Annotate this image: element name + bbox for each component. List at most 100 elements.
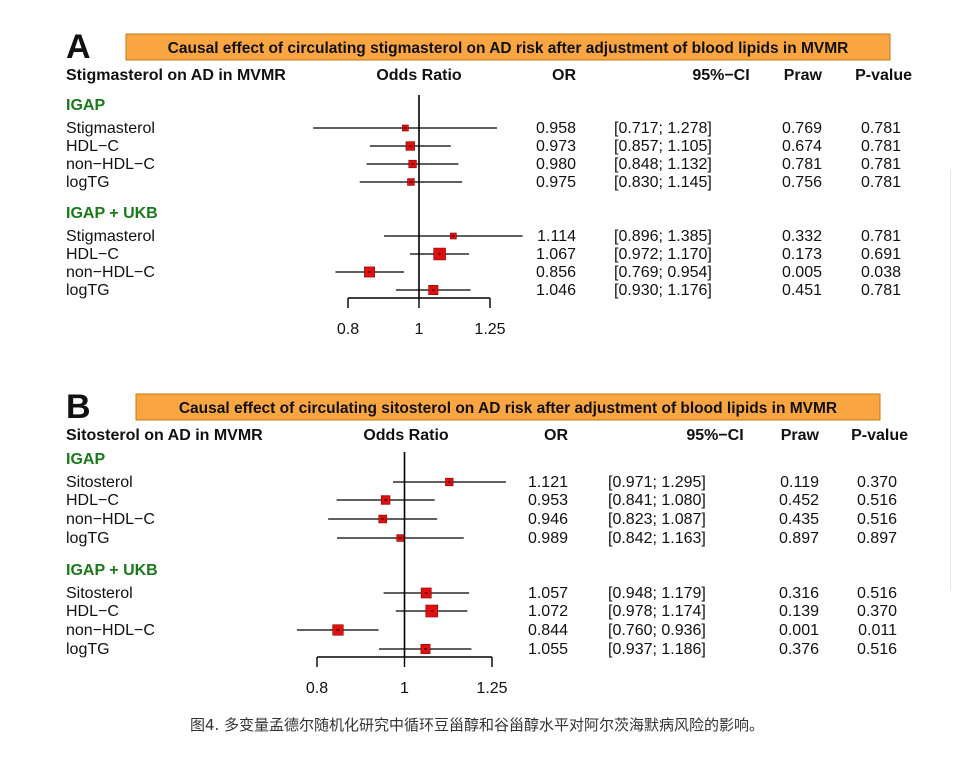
ci-value: [0.972; 1.170] — [614, 246, 712, 263]
panel-letter: A — [66, 28, 91, 66]
header-label: Sitosterol on AD in MVMR — [66, 427, 263, 444]
or-value: 1.072 — [528, 603, 568, 620]
ci-value: [0.848; 1.132] — [614, 156, 712, 173]
group-heading: IGAP + UKB — [66, 205, 158, 222]
or-value: 0.989 — [528, 530, 568, 547]
ci-value: [0.760; 0.936] — [608, 622, 706, 639]
header-pvalue: P-value — [855, 67, 912, 84]
praw-value: 0.781 — [782, 156, 822, 173]
or-value: 0.973 — [536, 138, 576, 155]
panel-a: A Causal effect of circulating stigmaster… — [66, 28, 912, 338]
pvalue-value: 0.516 — [857, 641, 897, 658]
row-label: logTG — [66, 530, 110, 547]
pvalue-value: 0.781 — [861, 282, 901, 299]
or-value: 0.953 — [528, 492, 568, 509]
table-row: Sitosterol 1.057 [0.948; 1.179] 0.316 0.516 — [66, 585, 897, 602]
or-value: 0.975 — [536, 174, 576, 191]
row-label: logTG — [66, 282, 110, 299]
row-label: non−HDL−C — [66, 264, 155, 281]
praw-value: 0.005 — [782, 264, 822, 281]
or-value: 1.046 — [536, 282, 576, 299]
panel-b: B Causal effect of circulating sitosterol… — [66, 388, 908, 697]
table-row: Sitosterol 1.121 [0.971; 1.295] 0.119 0.370 — [66, 474, 897, 491]
or-value: 0.958 — [536, 120, 576, 137]
table-row: HDL−C 1.072 [0.978; 1.174] 0.139 0.370 — [66, 603, 897, 620]
or-value: 0.844 — [528, 622, 568, 639]
group-heading: IGAP + UKB — [66, 562, 158, 579]
ci-value: [0.830; 1.145] — [614, 174, 712, 191]
or-value: 1.067 — [536, 246, 576, 263]
header-pvalue: P-value — [851, 427, 908, 444]
header-or: OR — [552, 67, 576, 84]
table-row: HDL−C 0.953 [0.841; 1.080] 0.452 0.516 — [66, 492, 897, 509]
ci-value: [0.948; 1.179] — [608, 585, 706, 602]
row-label: HDL−C — [66, 603, 119, 620]
praw-value: 0.376 — [779, 641, 819, 658]
praw-value: 0.119 — [780, 474, 819, 491]
page-edge-divider — [950, 170, 951, 590]
x-tick-label: 1.25 — [474, 321, 505, 338]
table-row: Stigmasterol 0.958 [0.717; 1.278] 0.769 0.78… — [66, 120, 901, 137]
praw-value: 0.435 — [779, 511, 819, 528]
x-tick-label: 0.8 — [337, 321, 359, 338]
praw-value: 0.001 — [779, 622, 819, 639]
praw-value: 0.139 — [779, 603, 819, 620]
row-label: HDL−C — [66, 138, 119, 155]
row-label: non−HDL−C — [66, 156, 155, 173]
row-label: Stigmasterol — [66, 120, 155, 137]
row-label: logTG — [66, 174, 110, 191]
panel-title: Causal effect of circulating sitosterol … — [179, 400, 837, 417]
table-row: logTG 0.975 [0.830; 1.145] 0.756 0.781 — [66, 174, 901, 191]
table-row: non−HDL−C 0.980 [0.848; 1.132] 0.781 0.781 — [66, 156, 901, 173]
forest-plot-figure: A Causal effect of circulating stigmaster… — [66, 28, 912, 697]
ci-value: [0.857; 1.105] — [614, 138, 712, 155]
row-label: non−HDL−C — [66, 622, 155, 639]
panel-letter: B — [66, 388, 91, 426]
pvalue-value: 0.516 — [857, 585, 897, 602]
panel-title-box — [125, 33, 891, 61]
row-label: non−HDL−C — [66, 511, 155, 528]
x-tick-label: 1 — [415, 321, 424, 338]
ci-value: [0.842; 1.163] — [608, 530, 706, 547]
header-label: Stigmasterol on AD in MVMR — [66, 67, 286, 84]
header-ci: 95%−CI — [692, 67, 749, 84]
table-row: non−HDL−C 0.946 [0.823; 1.087] 0.435 0.516 — [66, 511, 897, 528]
header-praw: Praw — [781, 427, 820, 444]
or-value: 1.114 — [537, 228, 576, 245]
or-value: 0.946 — [528, 511, 568, 528]
or-value: 1.121 — [528, 474, 568, 491]
header-or: OR — [544, 427, 568, 444]
panel-title: Causal effect of circulating stigmastero… — [168, 40, 849, 57]
ci-value: [0.717; 1.278] — [614, 120, 712, 137]
pvalue-value: 0.691 — [861, 246, 901, 263]
table-row: Stigmasterol 1.114 [0.896; 1.385] 0.332 0.78… — [66, 228, 901, 245]
row-label: Sitosterol — [66, 585, 133, 602]
pvalue-value: 0.781 — [861, 156, 901, 173]
ci-value: [0.823; 1.087] — [608, 511, 706, 528]
praw-value: 0.452 — [779, 492, 819, 509]
or-value: 1.057 — [528, 585, 568, 602]
pvalue-value: 0.370 — [857, 603, 897, 620]
ci-value: [0.978; 1.174] — [608, 603, 706, 620]
ci-value: [0.841; 1.080] — [608, 492, 706, 509]
pvalue-value: 0.516 — [857, 511, 897, 528]
or-value: 1.055 — [528, 641, 568, 658]
pvalue-value: 0.038 — [861, 264, 901, 281]
pvalue-value: 0.516 — [857, 492, 897, 509]
row-label: HDL−C — [66, 492, 119, 509]
panel-title-box — [135, 393, 881, 421]
table-row: HDL−C 1.067 [0.972; 1.170] 0.173 0.691 — [66, 246, 901, 263]
praw-value: 0.332 — [782, 228, 822, 245]
ci-value: [0.930; 1.176] — [614, 282, 712, 299]
ci-value: [0.769; 0.954] — [614, 264, 712, 281]
table-row: logTG 0.989 [0.842; 1.163] 0.897 0.897 — [66, 530, 897, 547]
or-value: 0.980 — [536, 156, 576, 173]
x-tick-label: 1 — [400, 680, 409, 697]
pvalue-value: 0.781 — [861, 228, 901, 245]
pvalue-value: 0.897 — [857, 530, 897, 547]
header-praw: Praw — [784, 67, 823, 84]
praw-value: 0.756 — [782, 174, 822, 191]
table-row: HDL−C 0.973 [0.857; 1.105] 0.674 0.781 — [66, 138, 901, 155]
ci-value: [0.937; 1.186] — [608, 641, 706, 658]
figure-caption: 图4. 多变量孟德尔随机化研究中循环豆甾醇和谷甾醇水平对阿尔茨海默病风险的影响。 — [189, 716, 765, 734]
